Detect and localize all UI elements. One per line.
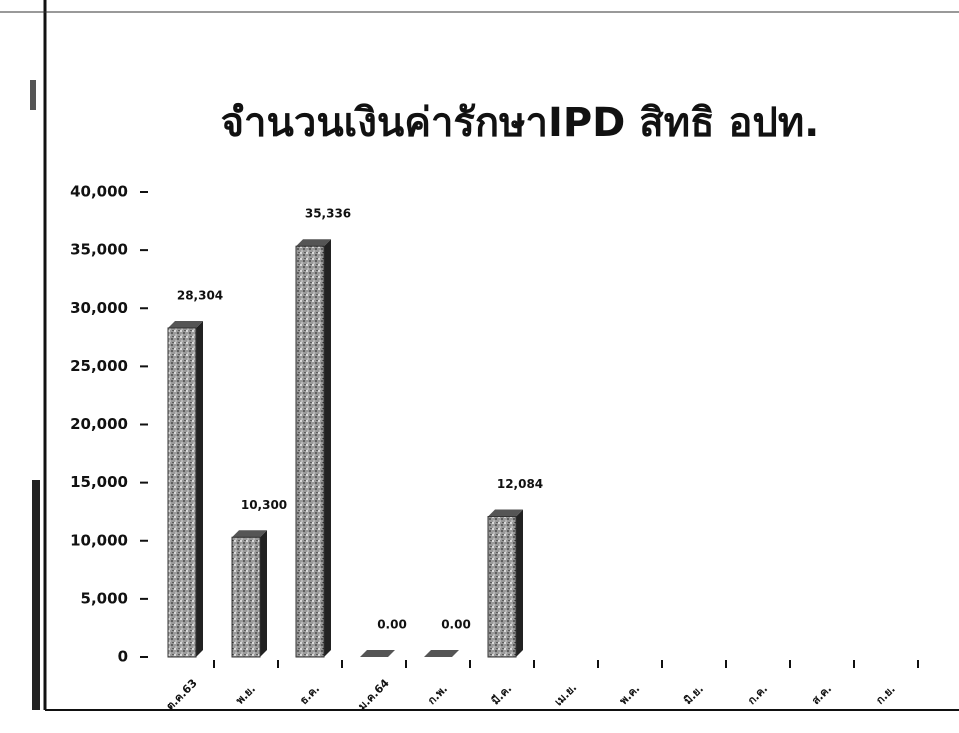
data-label: 10,300 <box>241 498 287 512</box>
bar-top <box>168 320 203 328</box>
data-label: 28,304 <box>177 288 223 302</box>
bar <box>295 245 325 658</box>
bar-top <box>360 650 395 657</box>
y-tick-label: 25,000 <box>70 357 128 375</box>
bar-top <box>424 650 459 657</box>
y-tick-label: 20,000 <box>70 415 128 433</box>
y-tick-label: 40,000 <box>70 183 128 201</box>
bar <box>167 327 197 658</box>
bar-side <box>260 530 267 657</box>
bar-top <box>488 509 523 517</box>
y-tick-label: 0 <box>118 648 128 666</box>
scan-edge <box>30 80 36 110</box>
y-tick-label: 35,000 <box>70 241 128 259</box>
bar-side <box>196 320 203 657</box>
data-label: 0.00 <box>441 618 471 632</box>
bar-top <box>232 530 267 538</box>
scan-edge <box>32 480 40 710</box>
data-label: 0.00 <box>377 618 407 632</box>
bar <box>231 536 261 658</box>
data-label: 35,336 <box>305 207 351 221</box>
y-tick-label: 30,000 <box>70 299 128 317</box>
bar <box>487 516 517 658</box>
y-tick-label: 5,000 <box>81 589 128 607</box>
bar-side <box>324 239 331 657</box>
chart-title: จำนวนเงินค่ารักษาIPD สิทธิ อปท. <box>221 100 820 146</box>
y-tick-label: 10,000 <box>70 531 128 549</box>
data-label: 12,084 <box>497 477 543 491</box>
bar-side <box>516 509 523 657</box>
y-tick-label: 15,000 <box>70 473 128 491</box>
bar-top <box>296 239 331 247</box>
